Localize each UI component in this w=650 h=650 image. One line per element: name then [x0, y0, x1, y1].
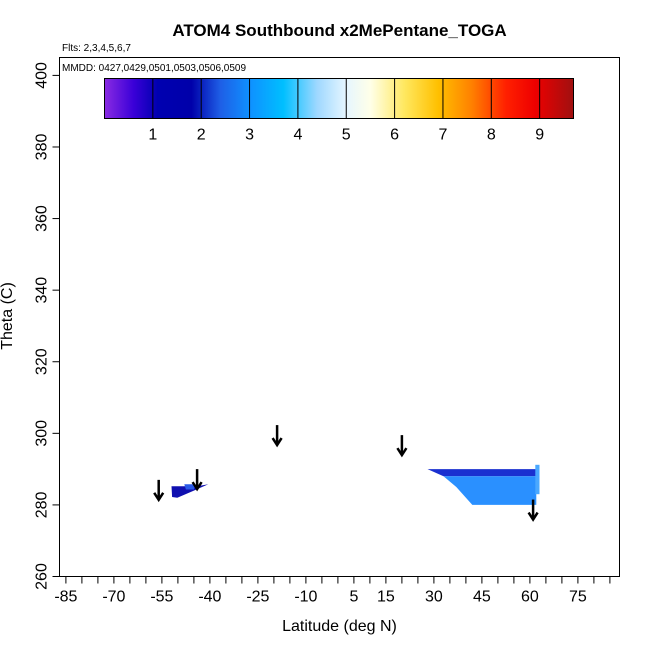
x-axis: -85 -70 -55 -40 -25 -10 5 15 30 45 60 75 — [54, 576, 611, 606]
flights-label: Flts: 2,3,4,5,6,7 — [62, 43, 131, 54]
colorbar-tick-label: 9 — [535, 127, 544, 144]
colorbar-tick-label: 6 — [390, 127, 399, 144]
y-axis-label: Theta (C) — [0, 282, 16, 350]
y-tick-label: 280 — [34, 491, 51, 518]
x-tick-label: -55 — [150, 589, 173, 606]
colorbar-tick-label: 5 — [342, 127, 351, 144]
x-tick-label: -25 — [246, 589, 269, 606]
y-tick-label: 400 — [34, 62, 51, 89]
x-tick-label: 15 — [377, 589, 395, 606]
flight-arrows — [153, 425, 539, 522]
y-tick-label: 300 — [34, 420, 51, 447]
colorbar-gradient — [104, 78, 574, 119]
y-tick-label: 320 — [34, 348, 51, 375]
y-axis: 260 280 300 320 340 360 380 400 — [34, 62, 60, 590]
x-tick-label: -85 — [54, 589, 77, 606]
colorbar: 1 2 3 4 5 6 7 8 9 — [104, 78, 574, 144]
colorbar-tick-label: 1 — [148, 127, 157, 144]
colorbar-tick-label: 8 — [487, 127, 496, 144]
x-tick-label: 75 — [569, 589, 587, 606]
arrow-1 — [153, 479, 165, 503]
colorbar-tick-label: 2 — [197, 127, 206, 144]
region-north-lower-block — [443, 476, 537, 505]
arrow-2 — [191, 469, 203, 492]
plot-frame — [59, 57, 620, 577]
x-tick-label: -70 — [102, 589, 125, 606]
arrow-4 — [396, 435, 408, 458]
arrow-3 — [271, 425, 283, 448]
x-tick-label: -40 — [198, 589, 221, 606]
x-tick-label: -10 — [294, 589, 317, 606]
x-tick-label: 60 — [521, 589, 539, 606]
colorbar-tick-label: 7 — [439, 127, 448, 144]
y-tick-label: 260 — [34, 563, 51, 590]
x-tick-label: 5 — [349, 589, 358, 606]
y-tick-label: 340 — [34, 277, 51, 304]
colorbar-tick-label: 3 — [245, 127, 254, 144]
colorbar-tick-label: 4 — [293, 127, 302, 144]
x-axis-label: Latitude (deg N) — [282, 618, 397, 635]
y-tick-label: 380 — [34, 134, 51, 161]
data-regions — [171, 464, 540, 505]
region-north-edge-strip — [535, 464, 540, 495]
chart-title: ATOM4 Southbound x2MePentane_TOGA — [172, 21, 506, 40]
arrow-5 — [527, 499, 539, 522]
x-tick-label: 30 — [425, 589, 443, 606]
region-south-patch-highlight — [184, 484, 196, 490]
y-tick-label: 360 — [34, 205, 51, 232]
x-tick-label: 45 — [473, 589, 491, 606]
region-north-upper-band — [427, 469, 540, 477]
dates-label: MMDD: 0427,0429,0501,0503,0506,0509 — [62, 63, 246, 74]
